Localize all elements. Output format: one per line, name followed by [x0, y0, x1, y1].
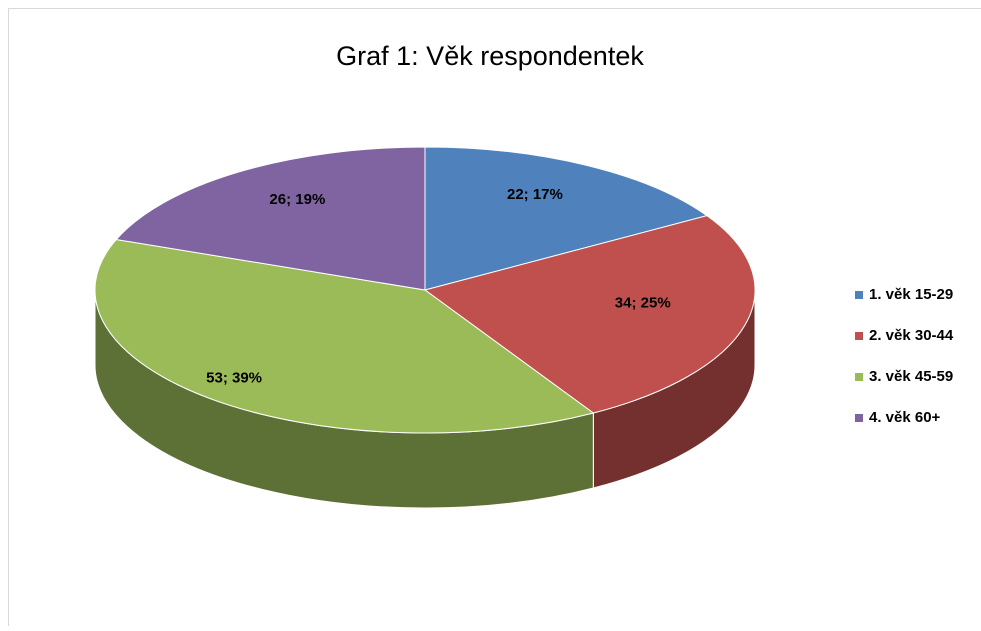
- legend-swatch: [855, 414, 863, 422]
- legend-label: 4. věk 60+: [869, 409, 941, 426]
- data-label: 22; 17%: [507, 186, 563, 203]
- legend-label: 2. věk 30-44: [869, 327, 954, 344]
- data-label: 53; 39%: [206, 370, 262, 387]
- legend-swatch: [855, 373, 863, 381]
- data-label: 34; 25%: [615, 294, 671, 311]
- legend-swatch: [855, 291, 863, 299]
- chart-title: Graf 1: Věk respondentek: [336, 41, 644, 71]
- legend-label: 3. věk 45-59: [869, 368, 953, 385]
- legend-label: 1. věk 15-29: [869, 286, 953, 303]
- data-label: 26; 19%: [269, 191, 325, 208]
- legend-swatch: [855, 332, 863, 340]
